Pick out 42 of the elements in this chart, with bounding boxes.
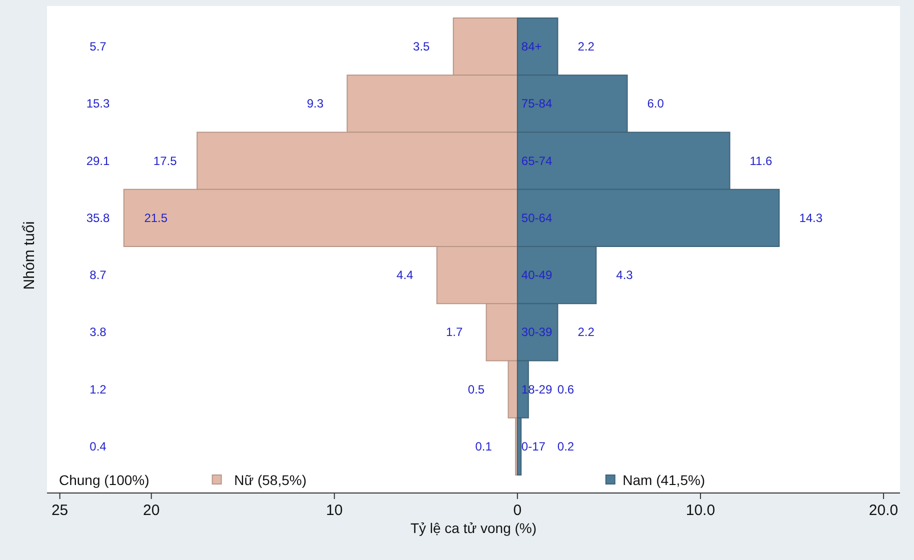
legend-label: Nữ (58,5%): [234, 472, 307, 488]
data-label: 4.3: [616, 268, 634, 282]
x-tick-label: 10.0: [686, 502, 716, 519]
y-tick-label: 40-49: [521, 268, 552, 282]
legend-label: Nam (41,5%): [622, 472, 706, 488]
y-tick-label: 65-74: [521, 154, 552, 168]
annotation: 9.3: [306, 96, 324, 111]
annotation: 15.3: [86, 96, 110, 111]
data-label: 6.0: [647, 96, 664, 111]
y-tick-label: 75-84: [521, 96, 552, 111]
x-axis-title: Tỷ lệ ca tử vong (%): [410, 520, 537, 536]
x-tick-label: 20: [142, 502, 160, 519]
annotation: 35.8: [86, 210, 110, 225]
annotation: 1.2: [90, 382, 107, 396]
annotation: 0.4: [90, 439, 107, 454]
annotation: 21.5: [144, 210, 168, 225]
x-tick-label: 10: [326, 502, 343, 519]
x-tick-label: 25: [51, 502, 68, 519]
annotation: 1.7: [446, 325, 463, 340]
data-label: 11.6: [750, 154, 773, 168]
annotation: 5.7: [90, 40, 107, 54]
annotation: 8.7: [90, 268, 107, 282]
data-label: 2.2: [578, 40, 595, 54]
annotation: 29.1: [86, 154, 110, 168]
annotation: 0.5: [468, 382, 485, 396]
y-tick-label: 30-39: [521, 325, 552, 340]
annotation: 0.1: [475, 439, 492, 454]
annotation: 17.5: [153, 154, 178, 168]
data-label: 14.3: [799, 210, 823, 225]
x-tick-label: 20.0: [868, 502, 898, 519]
y-tick-label: 84+: [521, 40, 542, 54]
y-tick-label: 50-64: [521, 210, 552, 225]
y-axis-title: Nhóm tuổi: [21, 221, 38, 290]
data-label: 0.2: [557, 439, 574, 454]
x-tick-label: 0: [513, 502, 522, 519]
y-tick-label: 0-17: [521, 439, 546, 454]
annotation: 4.4: [396, 268, 414, 282]
annotation: 3.5: [413, 40, 430, 54]
annotation: Chung (100%): [59, 472, 150, 488]
data-label: 2.2: [578, 325, 595, 340]
data-label: 0.6: [557, 382, 574, 396]
annotation: 3.8: [90, 325, 107, 340]
